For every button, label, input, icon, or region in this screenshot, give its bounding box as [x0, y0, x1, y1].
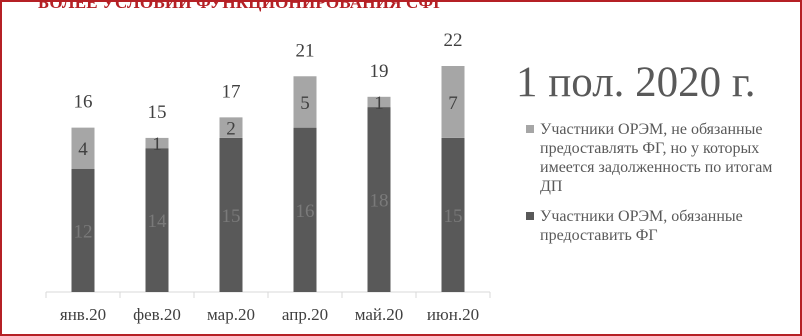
total-label-3: 17 — [222, 81, 241, 102]
total-label-4: 21 — [296, 40, 315, 61]
data-label-series-2-1: 4 — [78, 139, 88, 160]
period-label: 1 пол. 2020 г. — [516, 59, 756, 106]
x-tick-label-2: фев.20 — [133, 305, 181, 324]
bar-series-1-6 — [441, 137, 465, 292]
total-label-6: 22 — [444, 30, 463, 51]
data-label-series-1-4: 16 — [296, 201, 315, 222]
data-label-series-2-5: 1 — [374, 93, 384, 114]
data-label-series-2-3: 2 — [226, 119, 236, 140]
x-tick-label-1: янв.20 — [60, 305, 106, 324]
bar-series-1-5 — [367, 107, 391, 292]
total-label-5: 19 — [370, 61, 389, 82]
chart-title: БОЛЕЕ УСЛОВИЙ ФУНКЦИОНИРОВАНИЯ СФГ — [38, 0, 445, 12]
legend-label-series-1: Участники ОРЭМ, обязанные предоставить Ф… — [540, 208, 743, 244]
bar-series-1-2 — [145, 148, 169, 292]
bar-series-2-2 — [145, 137, 169, 149]
legend-entry-series-2: Участники ОРЭМ, не обязанные предоставля… — [526, 120, 798, 196]
data-label-series-2-4: 5 — [300, 93, 310, 114]
bar-series-2-4 — [293, 76, 317, 128]
bar-series-2-5 — [367, 96, 391, 108]
x-tick-label-6: июн.20 — [427, 305, 479, 324]
bar-series-2-6 — [441, 66, 465, 138]
x-tick-label-5: май.20 — [355, 305, 404, 324]
bar-series-2-3 — [219, 117, 243, 138]
legend-label-series-2: Участники ОРЭМ, не обязанные предоставля… — [540, 121, 773, 195]
bar-series-1-4 — [293, 127, 317, 293]
data-label-series-1-1: 12 — [74, 221, 93, 242]
data-label-series-2-2: 1 — [152, 134, 162, 155]
data-label-series-1-2: 14 — [148, 211, 168, 232]
data-label-series-1-5: 18 — [370, 191, 389, 212]
legend-swatch-series-1 — [526, 212, 534, 220]
total-label-1: 16 — [74, 92, 93, 113]
data-label-series-1-6: 15 — [444, 206, 463, 227]
data-label-series-1-3: 15 — [222, 206, 241, 227]
bar-series-1-3 — [219, 137, 243, 292]
legend-entry-series-1: Участники ОРЭМ, обязанные предоставить Ф… — [526, 207, 798, 245]
legend-swatch-series-2 — [526, 125, 534, 133]
x-tick-label-3: мар.20 — [207, 305, 255, 324]
data-label-series-2-6: 7 — [448, 93, 458, 114]
bar-series-2-1 — [71, 127, 95, 169]
x-tick-label-4: апр.20 — [282, 305, 328, 324]
bar-series-1-1 — [71, 168, 95, 292]
total-label-2: 15 — [148, 102, 167, 123]
